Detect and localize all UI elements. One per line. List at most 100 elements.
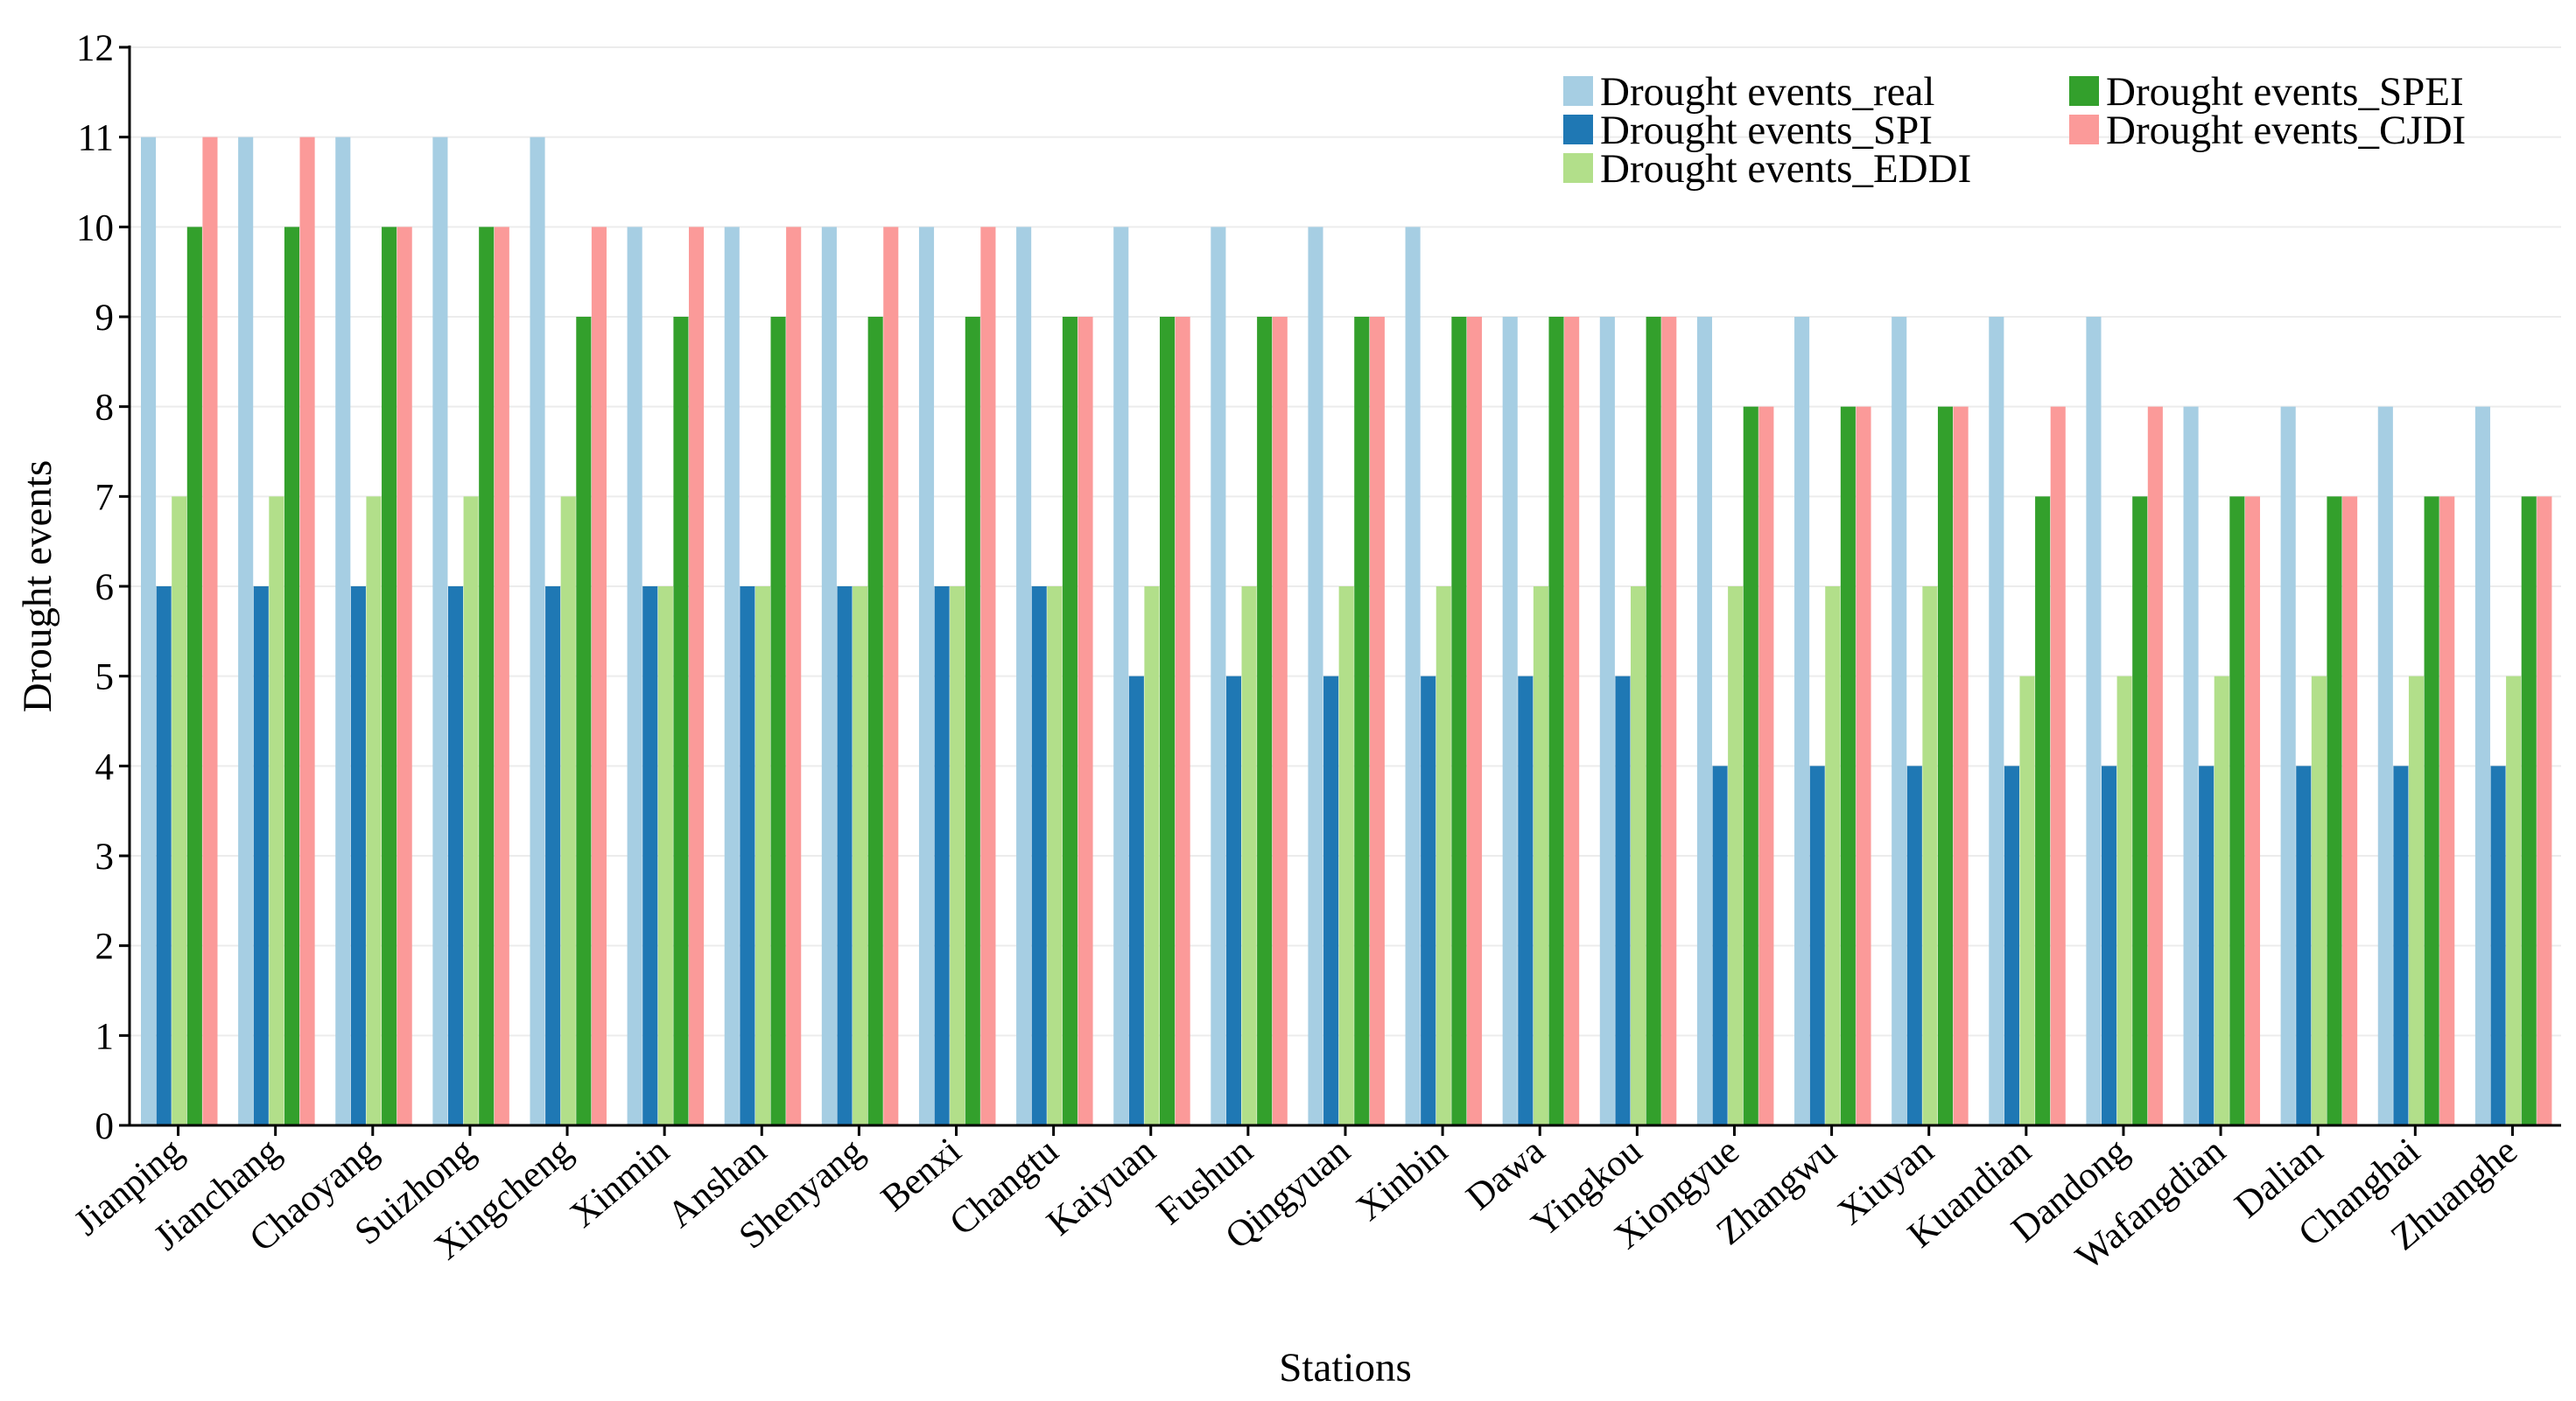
bar-xingcheng-s4 bbox=[591, 227, 607, 1125]
bar-xinmin-s2 bbox=[657, 586, 673, 1125]
bar-jianchang-s3 bbox=[284, 227, 300, 1125]
bar-suizhong-s1 bbox=[447, 586, 464, 1125]
bar-kaiyuan-s3 bbox=[1160, 317, 1176, 1125]
bar-xiongyue-s4 bbox=[1758, 406, 1774, 1126]
bar-shenyang-s3 bbox=[867, 317, 883, 1125]
bar-jianping-s2 bbox=[172, 496, 187, 1125]
legend-label: Drought events_EDDI bbox=[1600, 146, 1971, 192]
bar-dalian-s4 bbox=[2342, 496, 2358, 1125]
bar-kuandian-s2 bbox=[2019, 676, 2035, 1125]
bar-kaiyuan-s1 bbox=[1128, 676, 1144, 1125]
bar-shenyang-s4 bbox=[883, 227, 899, 1125]
bar-benxi-s4 bbox=[980, 227, 996, 1125]
bar-kuandian-s0 bbox=[1989, 317, 2004, 1125]
bar-dandong-s2 bbox=[2116, 676, 2132, 1125]
bar-fushun-s3 bbox=[1257, 317, 1273, 1125]
y-tick-label: 12 bbox=[76, 28, 114, 69]
bar-suizhong-s0 bbox=[432, 137, 448, 1126]
bar-anshan-s4 bbox=[786, 227, 802, 1125]
bar-xinbin-s3 bbox=[1451, 317, 1467, 1125]
x-tick-label-kaiyuan: Kaiyuan bbox=[1039, 1131, 1163, 1244]
bar-anshan-s0 bbox=[724, 227, 740, 1125]
bar-xiuyan-s3 bbox=[1937, 406, 1954, 1126]
bar-changhai-s1 bbox=[2393, 766, 2409, 1125]
bar-wafangdian-s0 bbox=[2183, 406, 2199, 1126]
bar-zhuanghe-s1 bbox=[2490, 766, 2506, 1125]
x-tick-label-changtu: Changtu bbox=[942, 1131, 1066, 1244]
bar-zhuanghe-s2 bbox=[2506, 676, 2522, 1125]
legend: Drought events_real Drought events_SPEIDr… bbox=[1563, 69, 2466, 192]
legend-label: Drought events_SPI bbox=[1600, 108, 1933, 153]
bar-qingyuan-s1 bbox=[1323, 676, 1339, 1125]
bar-yingkou-s0 bbox=[1599, 317, 1615, 1125]
bar-yingkou-s2 bbox=[1631, 586, 1646, 1125]
bar-xinmin-s1 bbox=[642, 586, 658, 1125]
bar-fushun-s4 bbox=[1272, 317, 1288, 1125]
bar-xiongyue-s3 bbox=[1743, 406, 1758, 1126]
bar-qingyuan-s4 bbox=[1369, 317, 1385, 1125]
x-axis-ticks: JianpingJianchangChaoyangSuizhongXingche… bbox=[67, 1125, 2525, 1278]
y-tick-label: 0 bbox=[95, 1106, 115, 1147]
bar-anshan-s2 bbox=[755, 586, 771, 1125]
y-tick-label: 6 bbox=[95, 567, 115, 608]
bar-qingyuan-s0 bbox=[1308, 227, 1323, 1125]
y-axis-title: Drought events bbox=[15, 460, 60, 712]
bar-kuandian-s4 bbox=[2050, 406, 2066, 1126]
bar-changhai-s2 bbox=[2408, 676, 2425, 1125]
bar-zhangwu-s3 bbox=[1840, 406, 1856, 1126]
bar-xiongyue-s1 bbox=[1712, 766, 1728, 1125]
y-tick-label: 7 bbox=[95, 477, 115, 518]
bar-chaoyang-s0 bbox=[335, 137, 351, 1126]
legend-swatch bbox=[2069, 76, 2099, 106]
bar-wafangdian-s1 bbox=[2199, 766, 2215, 1125]
y-tick-label: 9 bbox=[95, 298, 115, 339]
bar-changhai-s3 bbox=[2424, 496, 2439, 1125]
bar-xinbin-s2 bbox=[1435, 586, 1451, 1125]
bar-jianchang-s4 bbox=[299, 137, 315, 1126]
bar-benxi-s0 bbox=[918, 227, 935, 1125]
bar-shenyang-s0 bbox=[821, 227, 837, 1125]
bar-benxi-s3 bbox=[965, 317, 980, 1125]
bar-jianping-s3 bbox=[186, 227, 202, 1125]
bar-yingkou-s3 bbox=[1646, 317, 1661, 1125]
legend-label: Drought events_CJDI bbox=[2106, 108, 2466, 153]
bar-anshan-s1 bbox=[740, 586, 755, 1125]
bar-dalian-s0 bbox=[2280, 406, 2296, 1126]
bar-kaiyuan-s4 bbox=[1175, 317, 1190, 1125]
bar-zhangwu-s1 bbox=[1809, 766, 1825, 1125]
bar-dalian-s2 bbox=[2311, 676, 2327, 1125]
bar-dandong-s3 bbox=[2132, 496, 2148, 1125]
bar-shenyang-s2 bbox=[853, 586, 868, 1125]
bar-changhai-s0 bbox=[2377, 406, 2393, 1126]
bar-xinmin-s0 bbox=[627, 227, 642, 1125]
y-tick-label: 2 bbox=[95, 927, 115, 968]
legend-swatch bbox=[1563, 76, 1593, 106]
bar-yingkou-s4 bbox=[1661, 317, 1677, 1125]
bar-changtu-s4 bbox=[1077, 317, 1093, 1125]
bar-zhangwu-s0 bbox=[1794, 317, 1810, 1125]
bar-xinmin-s4 bbox=[689, 227, 705, 1125]
y-tick-label: 8 bbox=[95, 388, 115, 429]
bar-dawa-s2 bbox=[1533, 586, 1548, 1125]
bar-dawa-s0 bbox=[1502, 317, 1518, 1125]
bar-qingyuan-s3 bbox=[1354, 317, 1370, 1125]
bar-xingcheng-s2 bbox=[560, 496, 576, 1125]
bar-yingkou-s1 bbox=[1615, 676, 1631, 1125]
x-tick-label-xinmin: Xinmin bbox=[563, 1131, 677, 1236]
bar-changhai-s4 bbox=[2439, 496, 2455, 1125]
bar-wafangdian-s4 bbox=[2244, 496, 2261, 1125]
bar-dandong-s0 bbox=[2086, 317, 2102, 1125]
y-tick-label: 5 bbox=[95, 657, 115, 698]
y-tick-label: 10 bbox=[76, 207, 114, 249]
bar-suizhong-s3 bbox=[479, 227, 495, 1125]
bar-xingcheng-s0 bbox=[530, 137, 545, 1126]
y-tick-label: 1 bbox=[95, 1016, 115, 1057]
legend-label: Drought events_real bbox=[1600, 69, 1934, 115]
bar-qingyuan-s2 bbox=[1338, 586, 1354, 1125]
bar-xingcheng-s3 bbox=[576, 317, 592, 1125]
bar-xinbin-s1 bbox=[1421, 676, 1436, 1125]
bar-jianping-s0 bbox=[141, 137, 157, 1126]
legend-swatch bbox=[1563, 153, 1593, 183]
